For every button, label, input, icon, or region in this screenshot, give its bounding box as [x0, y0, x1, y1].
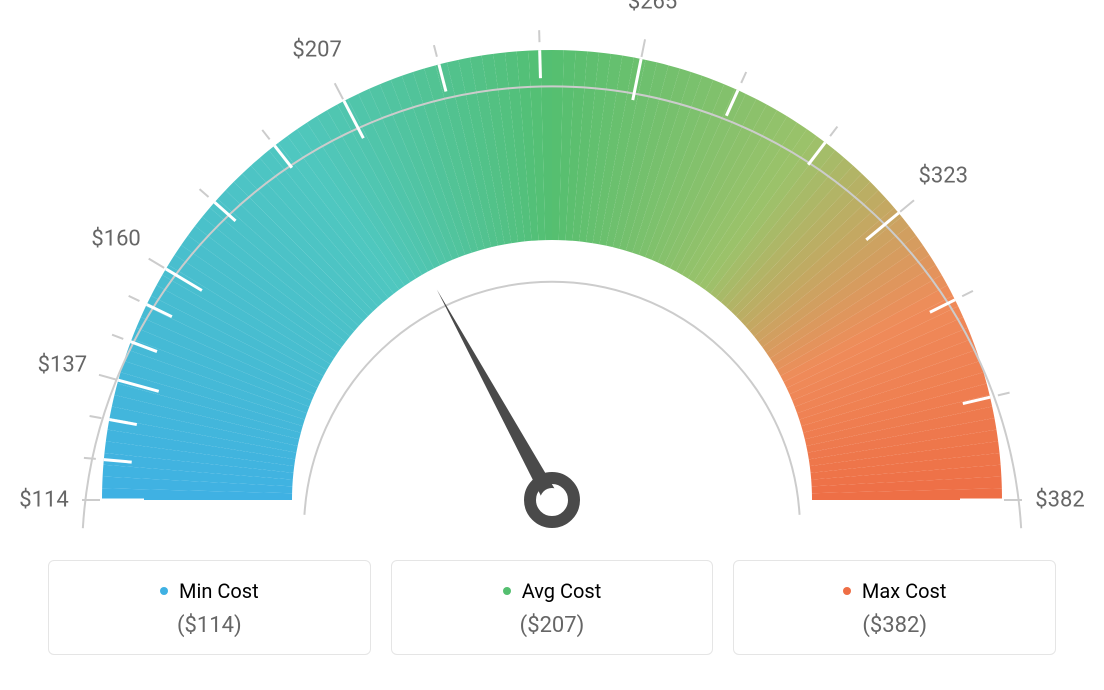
gauge-tick-label: $323 [919, 164, 968, 189]
tick-outer [741, 72, 746, 83]
gauge-needle-hub-inner [540, 488, 564, 512]
legend-min-value: ($114) [49, 613, 370, 638]
gauge-tick-label: $382 [1035, 488, 1084, 513]
gauge-needle [437, 289, 559, 503]
legend-avg-title: Avg Cost [392, 579, 713, 603]
legend-min-dot-icon [160, 587, 168, 595]
gauge-tick-label: $114 [19, 488, 68, 513]
tick-outer [129, 296, 140, 301]
tick-outer [200, 189, 209, 197]
tick-outer [962, 291, 973, 296]
tick-outer [335, 83, 343, 99]
tick-outer [262, 130, 269, 139]
tick-outer [149, 259, 164, 268]
tick-outer [112, 335, 123, 339]
gauge-tick-label: $160 [91, 227, 140, 252]
tick-outer [434, 45, 437, 57]
legend-min-title: Min Cost [49, 579, 370, 603]
legend-card-avg: Avg Cost ($207) [391, 560, 714, 655]
tick-outer [90, 416, 102, 418]
legend-max-value: ($382) [734, 613, 1055, 638]
gauge-arc [102, 50, 1002, 500]
tick-outer [99, 375, 116, 380]
legend-max-dot-icon [843, 587, 851, 595]
legend-avg-dot-icon [503, 587, 511, 595]
tick-outer [900, 200, 914, 211]
gauge-tick-label: $207 [292, 37, 341, 62]
cost-gauge: $114 $137 $160 $207 $265 $323 $382 [0, 0, 1104, 560]
gauge-tick-label: $265 [628, 0, 677, 15]
legend-card-max: Max Cost ($382) [733, 560, 1056, 655]
legend-min-label: Min Cost [179, 579, 259, 603]
legend-max-label: Max Cost [862, 579, 947, 603]
tick-outer [84, 458, 96, 459]
tick-inner [540, 50, 541, 78]
legend-max-title: Max Cost [734, 579, 1055, 603]
legend-card-min: Min Cost ($114) [48, 560, 371, 655]
legend-avg-value: ($207) [392, 613, 713, 638]
tick-outer [641, 39, 645, 57]
tick-outer [998, 393, 1010, 396]
gauge-tick-label: $137 [38, 352, 87, 377]
legend-avg-label: Avg Cost [522, 579, 602, 603]
tick-outer [830, 127, 837, 137]
legend-row: Min Cost ($114) Avg Cost ($207) Max Cost… [0, 560, 1104, 655]
